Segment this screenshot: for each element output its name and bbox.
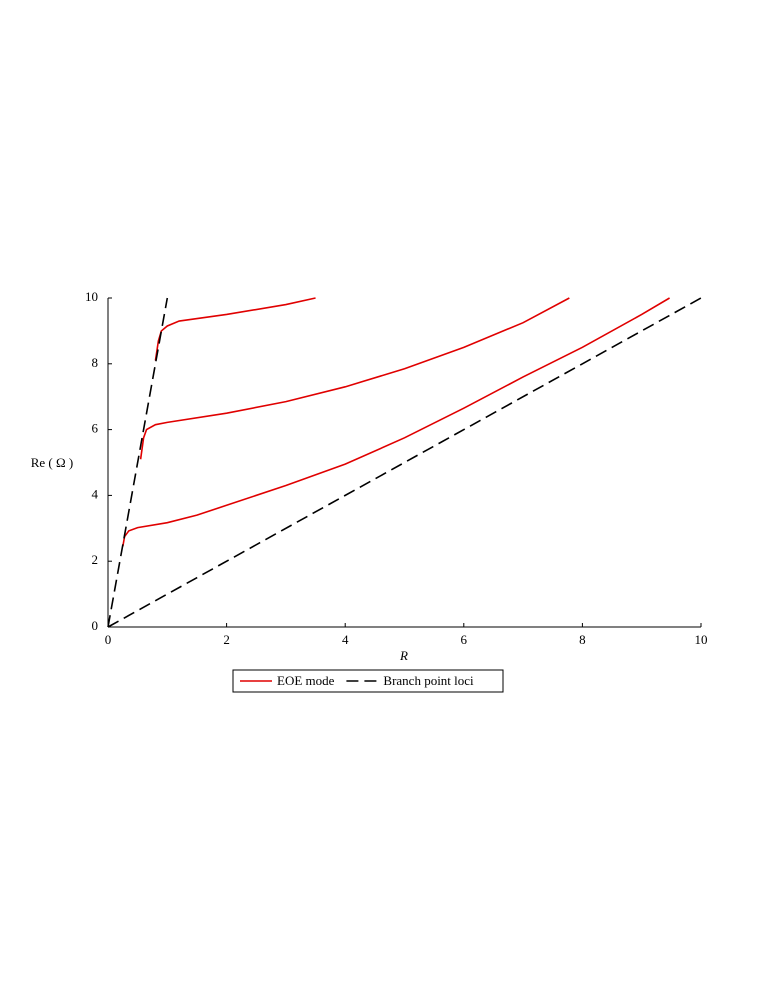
x-tick-label: 4 <box>342 632 349 647</box>
x-tick-label: 8 <box>579 632 586 647</box>
x-tick-label: 0 <box>105 632 112 647</box>
x-tick-label: 10 <box>695 632 708 647</box>
x-tick-label: 6 <box>461 632 468 647</box>
y-tick-label: 0 <box>92 618 99 633</box>
y-axis-label: Re ( Ω ) <box>31 455 74 470</box>
y-tick-label: 6 <box>92 421 99 436</box>
y-tick-label: 4 <box>92 486 99 501</box>
y-tick-label: 10 <box>85 289 98 304</box>
series-line <box>107 297 702 628</box>
x-tick-label: 2 <box>223 632 230 647</box>
legend-label: EOE mode <box>277 673 335 688</box>
y-tick-label: 8 <box>92 355 99 370</box>
legend-label: Branch point loci <box>383 673 474 688</box>
x-axis-label: R <box>399 648 408 663</box>
y-tick-label: 2 <box>92 552 99 567</box>
series-line <box>122 297 670 547</box>
